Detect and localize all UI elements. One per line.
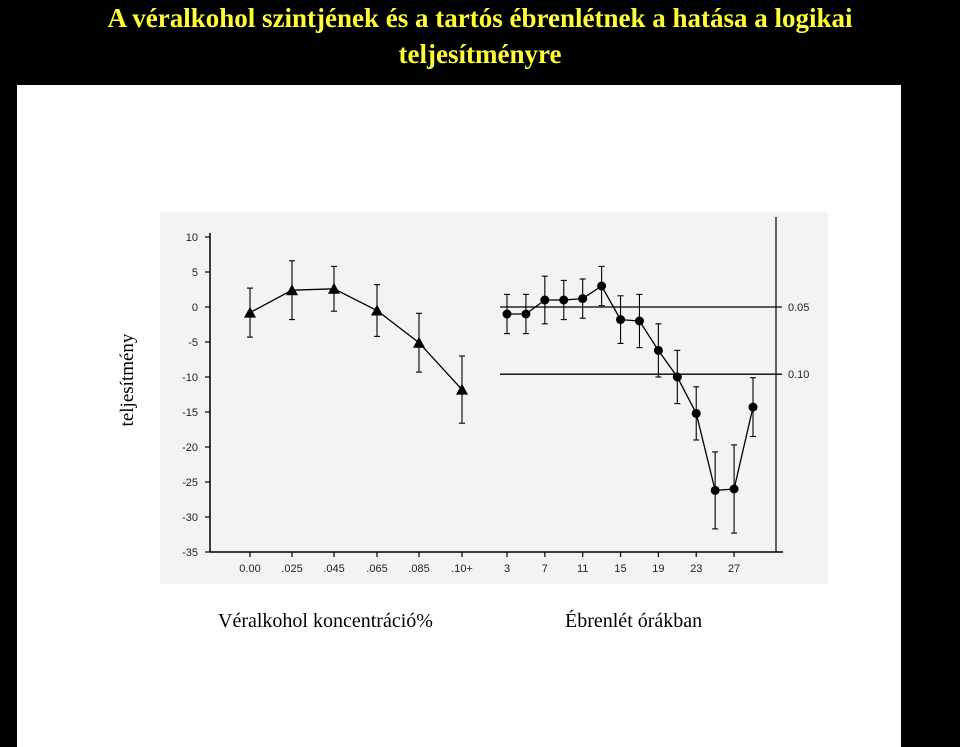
circle-point <box>521 309 531 319</box>
circle-point <box>597 281 607 291</box>
circle-point <box>672 372 682 382</box>
x-tick-label-alcohol: 0.00 <box>239 563 260 575</box>
x-tick-label-alcohol: .025 <box>281 563 302 575</box>
triangle-point <box>413 336 425 348</box>
circle-point <box>559 295 569 305</box>
circle-point <box>540 295 550 305</box>
y-tick-label: -35 <box>182 547 198 559</box>
reference-line-label: 0.10 <box>788 369 809 381</box>
x-tick-label-hours: 7 <box>542 563 548 575</box>
y-tick-label: 0 <box>192 302 198 314</box>
x-tick-label-hours: 15 <box>614 563 626 575</box>
y-tick-label: -20 <box>182 442 198 454</box>
y-tick-label: 10 <box>186 232 198 244</box>
triangle-point <box>456 383 468 395</box>
circle-point <box>634 316 644 326</box>
slide-title-line-1: A véralkohol szintjének és a tartós ébre… <box>107 3 853 33</box>
x-tick-label-alcohol: .045 <box>323 563 344 575</box>
x-tick-label-hours: 19 <box>652 563 664 575</box>
x-axis-label-wakefulness: Ébrenlét órákban <box>565 610 703 632</box>
y-tick-label: -15 <box>182 407 198 419</box>
x-tick-label-alcohol: .085 <box>408 563 429 575</box>
circle-point <box>691 408 701 418</box>
x-tick-label-alcohol: .10+ <box>451 563 473 575</box>
x-axis-label-alcohol: Véralkohol koncentráció% <box>218 610 433 632</box>
y-tick-label: -30 <box>182 512 198 524</box>
circle-point <box>710 485 720 495</box>
y-tick-label: 5 <box>192 267 198 279</box>
x-tick-label-hours: 11 <box>577 563 588 575</box>
circle-point <box>748 402 758 412</box>
triangle-point <box>371 304 383 316</box>
x-tick-label-hours: 27 <box>728 563 740 575</box>
circle-point <box>502 309 512 319</box>
triangle-point <box>286 284 298 296</box>
circle-point <box>578 294 588 304</box>
x-tick-label-alcohol: .065 <box>366 563 387 575</box>
alcohol-series-line <box>249 288 463 391</box>
slide-title-line-2: teljesítményre <box>398 39 562 69</box>
x-tick-label-hours: 3 <box>504 563 510 575</box>
y-tick-label: -25 <box>182 477 198 489</box>
y-tick-label: -10 <box>182 372 198 384</box>
circle-point <box>653 345 663 355</box>
y-tick-label: -5 <box>188 337 198 349</box>
reference-line-label: 0.05 <box>788 302 809 314</box>
y-axis-label-text: teljesítmény <box>117 333 138 427</box>
chart-scan-background <box>160 212 828 584</box>
circle-point <box>729 484 739 494</box>
triangle-point <box>328 282 340 294</box>
x-tick-label-hours: 23 <box>690 563 702 575</box>
circle-point <box>616 315 626 325</box>
triangle-point <box>244 306 256 318</box>
slide-title: A véralkohol szintjének és a tartós ébre… <box>0 0 960 72</box>
